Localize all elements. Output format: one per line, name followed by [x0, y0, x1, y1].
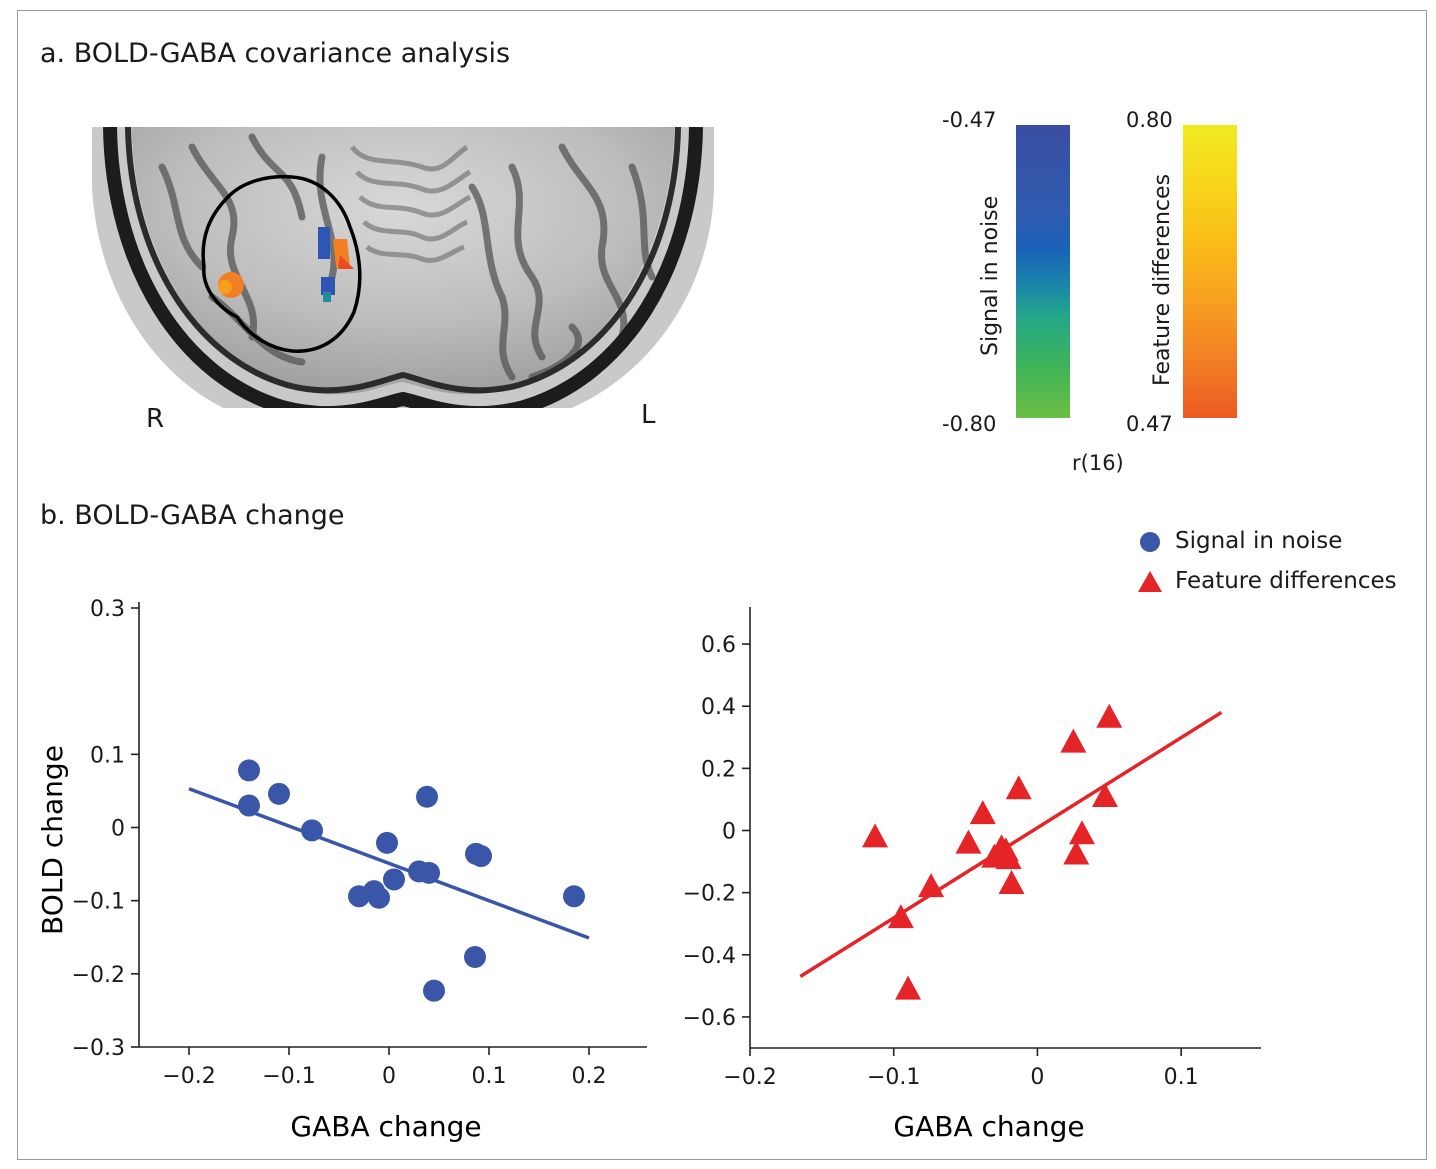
y-tick-label: 0.3	[90, 597, 125, 622]
y-tick-label: 0.4	[701, 695, 736, 720]
data-point	[376, 831, 398, 854]
y-tick-label: −0.3	[72, 1036, 125, 1061]
data-point	[464, 946, 486, 969]
legend-label-signal: Signal in noise	[1175, 528, 1343, 554]
feature-colorbar-top-tick: 0.80	[1126, 108, 1173, 132]
y-axis-label: BOLD change	[36, 745, 69, 935]
left-hemisphere-label: L	[641, 400, 656, 430]
y-tick-label: 0	[722, 820, 736, 845]
data-point	[995, 845, 1022, 870]
data-point	[862, 823, 889, 848]
legend: Signal in noise Feature differences	[1137, 525, 1397, 605]
data-point	[301, 819, 323, 842]
y-tick-label: 0.1	[90, 743, 125, 768]
regression-line	[799, 710, 1223, 979]
brain-mri-slice	[92, 127, 714, 439]
figure-frame	[17, 10, 1427, 1160]
x-tick-label: 0.1	[472, 1064, 507, 1089]
data-point	[423, 979, 445, 1002]
scatter-chart-signal: BOLD change GABA change 0.3 0.1 0 −0.1 −0.2 −…	[36, 597, 647, 1143]
signal-colorbar-label: Signal in noise	[978, 195, 1003, 356]
right-hemisphere-label: R	[146, 404, 165, 434]
data-point	[1005, 775, 1032, 800]
data-point	[563, 885, 585, 908]
y-tick-label: 0.2	[701, 757, 736, 782]
data-point	[268, 782, 290, 805]
x-tick-label: 0	[382, 1064, 396, 1089]
data-point	[1091, 782, 1118, 807]
y-tick-label: −0.4	[683, 944, 736, 969]
circle-marker-icon	[1140, 532, 1160, 552]
signal-colorbar-top-tick: -0.47	[942, 108, 997, 132]
colorbar-unit: r(16)	[1072, 451, 1124, 475]
data-point	[238, 759, 260, 782]
y-tick-label: −0.1	[72, 890, 125, 915]
triangle-marker-icon	[1138, 571, 1162, 592]
legend-label-feature: Feature differences	[1175, 568, 1397, 594]
y-tick-label: −0.2	[72, 963, 125, 988]
scatter-chart-feature: GABA change 0.6 0.4 0.2 0 −0.2 −0.4 −0.6 −0.2 −0…	[683, 607, 1261, 1143]
panel-a-title: a. BOLD-GABA covariance analysis	[40, 38, 511, 69]
legend-item-signal: Signal in noise	[1137, 525, 1397, 565]
feature-colorbar	[1183, 125, 1237, 418]
y-tick-label: 0.6	[701, 633, 736, 658]
legend-item-feature: Feature differences	[1137, 565, 1397, 605]
y-tick-label: 0	[111, 817, 125, 842]
data-point	[470, 845, 492, 868]
x-tick-label: 0.1	[1164, 1065, 1199, 1090]
data-point	[368, 886, 390, 909]
data-point	[383, 868, 405, 891]
x-tick-label: −0.2	[162, 1064, 215, 1089]
data-point	[887, 904, 914, 929]
data-point	[1068, 820, 1095, 845]
data-point	[895, 975, 922, 1000]
data-point	[1063, 840, 1090, 865]
panel-b-title: b. BOLD-GABA change	[40, 500, 345, 531]
data-point	[418, 861, 440, 884]
data-point	[1060, 728, 1087, 753]
x-tick-label: −0.1	[867, 1065, 920, 1090]
feature-colorbar-label: Feature differences	[1150, 173, 1175, 386]
signal-colorbar-bottom-tick: -0.80	[942, 412, 997, 436]
data-point	[1096, 703, 1123, 728]
x-tick-label: 0	[1030, 1065, 1044, 1090]
data-point	[969, 800, 996, 825]
feature-colorbar-bottom-tick: 0.47	[1126, 412, 1173, 436]
x-tick-label: −0.2	[723, 1065, 776, 1090]
data-point	[238, 794, 260, 817]
data-point	[918, 873, 945, 898]
data-point	[998, 869, 1025, 894]
x-tick-label: 0.2	[572, 1064, 607, 1089]
data-point	[955, 829, 982, 854]
y-tick-label: −0.6	[683, 1006, 736, 1031]
y-tick-label: −0.2	[683, 882, 736, 907]
data-point	[416, 785, 438, 808]
x-tick-label: −0.1	[262, 1064, 315, 1089]
x-axis-label: GABA change	[290, 1110, 481, 1143]
x-axis-label: GABA change	[893, 1110, 1084, 1143]
signal-colorbar	[1016, 125, 1070, 418]
